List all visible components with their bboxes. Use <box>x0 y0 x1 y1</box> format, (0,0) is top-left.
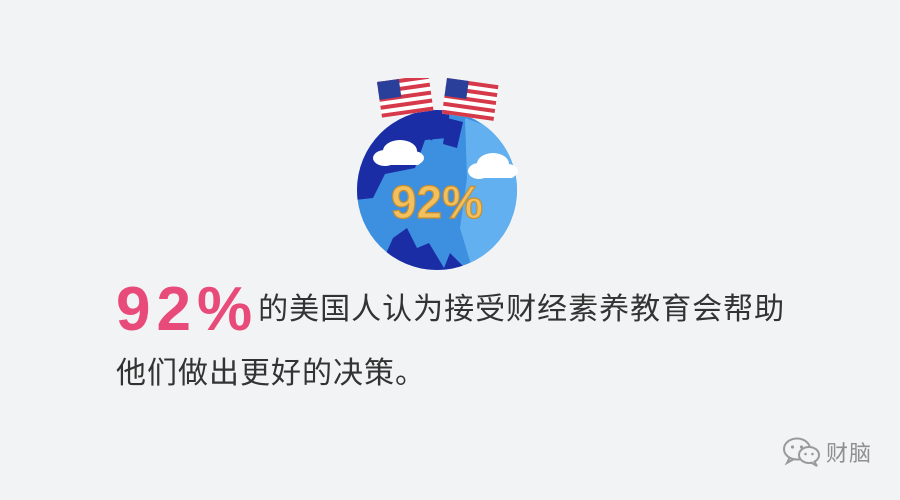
cloud-icon <box>468 153 518 179</box>
wechat-icon <box>782 437 820 467</box>
watermark-text: 财脑 <box>825 442 872 467</box>
us-flag-icon <box>441 78 499 121</box>
globe-badge-text: 92% <box>391 176 483 228</box>
stat-percentage: 92% <box>116 275 259 344</box>
headline-line1: 的美国人认为接受财经素养教育会帮助 <box>258 292 786 327</box>
watermark: 财脑 <box>782 436 872 468</box>
globe-illustration: 92% <box>357 78 518 270</box>
headline: 92%的美国人认为接受财经素养教育会帮助 <box>116 279 786 341</box>
cloud-icon <box>373 140 424 166</box>
us-flag-icon <box>377 78 434 118</box>
headline-line2: 他们做出更好的决策。 <box>116 356 426 391</box>
